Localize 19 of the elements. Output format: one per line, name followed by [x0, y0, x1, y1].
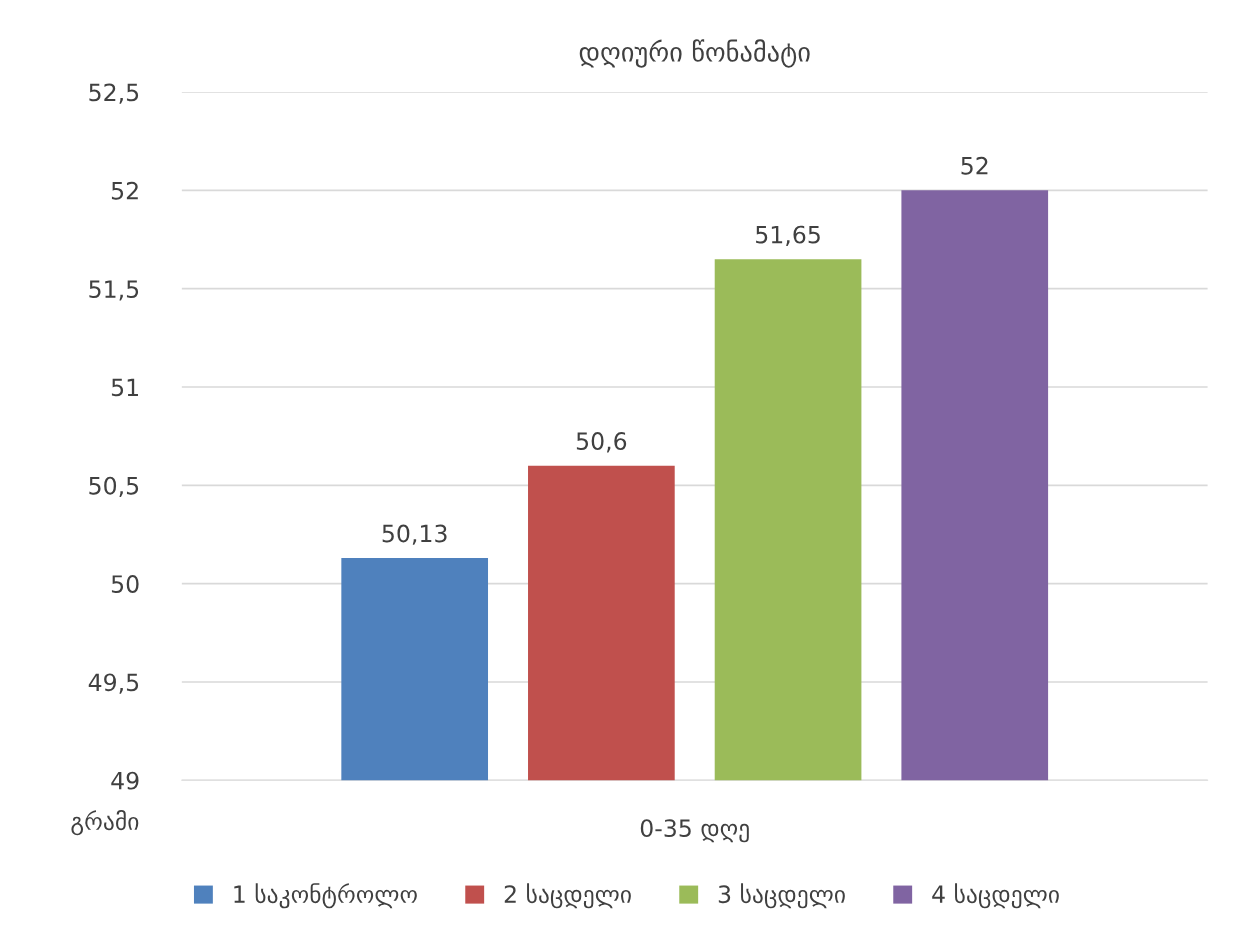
data-label: 51,65 — [756, 225, 820, 246]
data-label: 52 — [961, 156, 988, 175]
y-tick-label: 49,5 — [88, 673, 139, 694]
data-label: 50,6 — [576, 432, 627, 453]
y-tick-label: 49 — [111, 771, 139, 790]
y-tick-label: 50,5 — [89, 476, 139, 498]
legend-label: 1 საკონტროლო — [234, 883, 417, 909]
y-tick-label: 52 — [111, 181, 138, 200]
y-tick-label: 51,5 — [89, 280, 139, 301]
y-tick-label: 52,5 — [89, 83, 139, 104]
legend-label: 3 საცდელი — [718, 883, 845, 909]
chart-title: დღიური წონამატი — [579, 39, 810, 68]
y-axis-title: გრამი — [71, 810, 139, 836]
x-tick-label: 0-35 დღე — [640, 819, 749, 843]
data-label: 50,13 — [382, 524, 447, 545]
y-tick-label: 50 — [111, 575, 139, 593]
y-tick-label: 51 — [111, 378, 138, 397]
legend-label: 2 საცდელი — [504, 883, 631, 909]
legend-label: 4 საცდელი — [932, 883, 1059, 909]
